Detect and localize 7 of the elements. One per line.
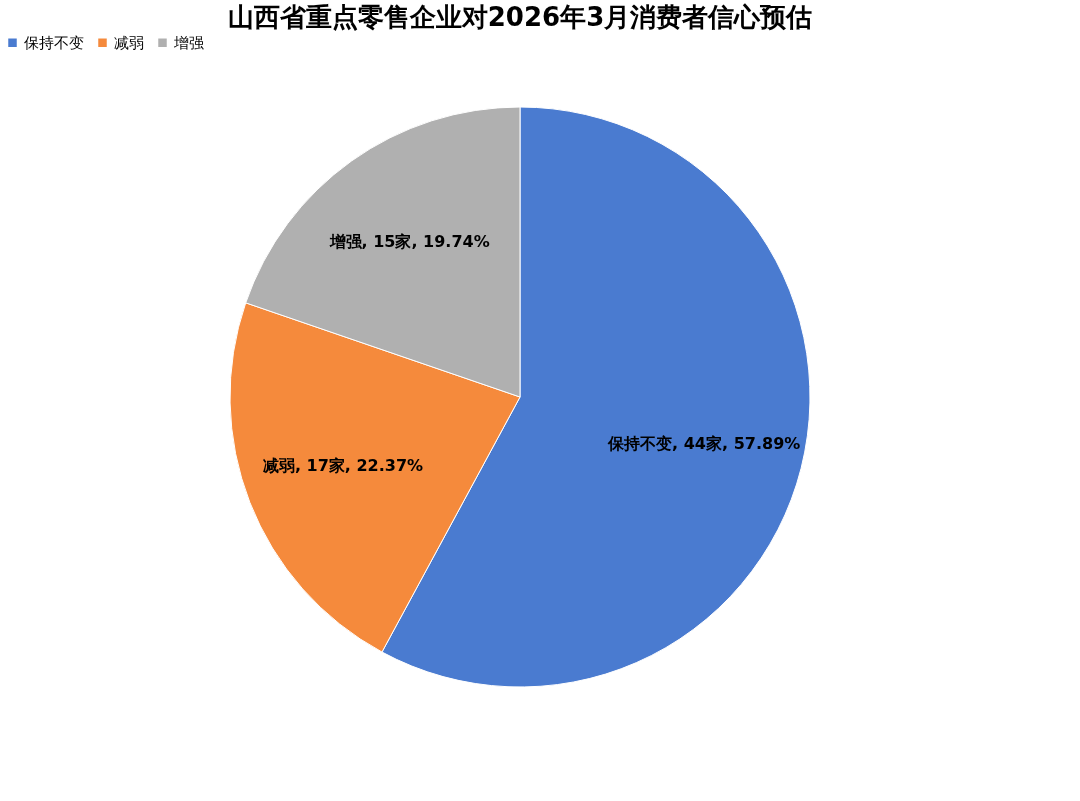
chart-title: 山西省重点零售企业对2026年3月消费者信心预估 <box>227 2 813 32</box>
data-label: 增强, 15家, 19.74% <box>328 232 490 252</box>
legend-label: 增强 <box>173 33 204 52</box>
legend-label: 保持不变 <box>24 33 84 52</box>
data-label: 保持不变, 44家, 57.89% <box>607 433 801 453</box>
data-label: 减弱, 17家, 22.37% <box>262 456 424 476</box>
legend-label: 减弱 <box>114 33 144 52</box>
